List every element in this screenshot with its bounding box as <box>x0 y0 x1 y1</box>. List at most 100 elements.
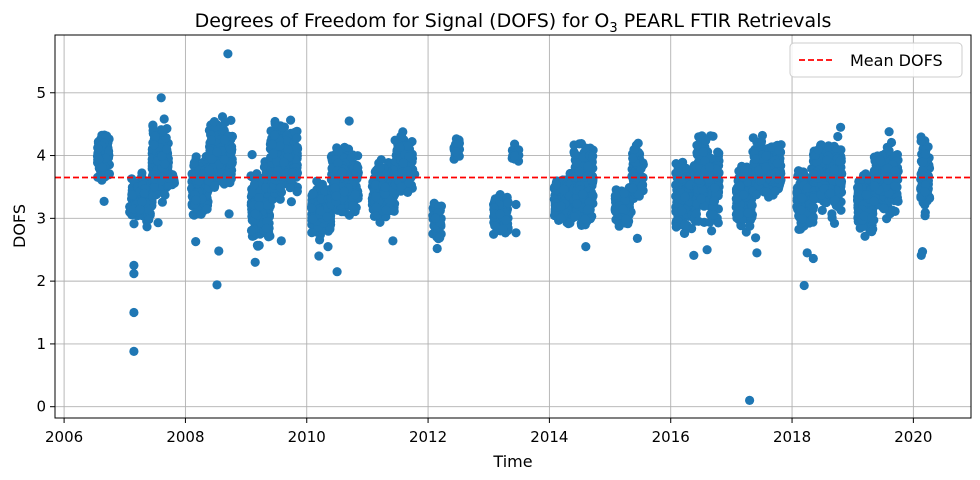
data-point <box>498 224 508 234</box>
data-point <box>453 139 463 149</box>
data-point <box>225 144 236 154</box>
y-tick-label: 1 <box>36 335 46 353</box>
data-point <box>620 195 630 205</box>
data-point <box>870 181 880 191</box>
data-point <box>637 181 647 191</box>
data-point <box>292 133 302 143</box>
data-point <box>153 218 163 228</box>
data-point <box>397 182 407 192</box>
data-point <box>574 166 585 176</box>
data-point <box>490 221 500 231</box>
data-point <box>756 174 767 185</box>
data-point <box>149 181 160 192</box>
data-point <box>272 156 282 166</box>
data-point <box>887 205 898 215</box>
data-point <box>611 190 621 200</box>
data-point <box>827 209 837 219</box>
data-point <box>137 197 147 207</box>
data-point <box>212 280 222 290</box>
data-point <box>680 192 690 202</box>
data-point <box>430 213 440 223</box>
data-point <box>223 49 233 59</box>
data-point <box>884 127 894 137</box>
data-point <box>371 202 381 212</box>
y-tick-label: 0 <box>36 398 46 416</box>
data-point <box>397 132 407 142</box>
data-point <box>162 144 172 154</box>
data-point <box>835 156 845 166</box>
data-point <box>159 114 169 124</box>
x-axis-title: Time <box>492 452 532 471</box>
data-point <box>836 122 846 132</box>
data-point <box>279 157 289 167</box>
data-point <box>139 188 149 198</box>
data-point <box>580 214 590 224</box>
legend-mean-label: Mean DOFS <box>850 51 943 70</box>
data-point <box>135 204 145 215</box>
data-point <box>680 219 690 230</box>
data-point <box>330 183 340 193</box>
data-point <box>339 186 349 197</box>
data-point <box>698 147 709 157</box>
data-point <box>621 214 631 224</box>
data-point <box>191 152 201 162</box>
data-point <box>822 155 832 165</box>
data-point <box>254 201 264 211</box>
x-tick-label: 2006 <box>45 428 83 446</box>
data-point <box>632 233 643 243</box>
data-point <box>587 175 597 185</box>
data-point <box>249 179 259 190</box>
data-point <box>404 178 414 188</box>
data-point <box>275 141 285 151</box>
data-point <box>762 187 772 197</box>
data-point <box>277 122 288 132</box>
data-point <box>559 184 569 195</box>
data-point <box>322 212 332 222</box>
data-point <box>797 193 807 203</box>
data-point <box>204 165 214 175</box>
data-point <box>196 209 206 219</box>
data-point <box>292 142 302 153</box>
data-point <box>576 139 587 149</box>
data-point <box>578 189 588 199</box>
data-point <box>227 158 237 168</box>
data-point <box>883 175 893 185</box>
data-point <box>692 140 702 150</box>
data-point <box>750 154 760 164</box>
data-point <box>308 214 318 224</box>
data-point <box>745 221 755 231</box>
data-point <box>918 157 928 167</box>
data-point <box>691 209 702 219</box>
data-point <box>209 117 219 127</box>
data-point <box>511 199 521 210</box>
data-point <box>713 147 723 157</box>
data-point <box>388 236 398 246</box>
data-point <box>817 205 827 215</box>
data-point <box>677 206 687 216</box>
data-point <box>808 202 819 212</box>
data-point <box>205 146 215 156</box>
data-point <box>307 228 317 238</box>
y-tick-label: 2 <box>36 272 46 290</box>
data-point <box>269 130 280 140</box>
data-point <box>224 209 234 219</box>
data-point <box>307 203 317 213</box>
data-point <box>713 218 723 228</box>
data-point <box>772 158 783 168</box>
data-point <box>148 192 158 202</box>
data-point <box>689 250 699 260</box>
data-point <box>254 193 264 203</box>
data-point <box>287 168 298 178</box>
data-point <box>219 155 229 165</box>
y-tick-label: 3 <box>36 209 46 227</box>
data-point <box>570 212 580 222</box>
data-point <box>93 172 103 182</box>
data-point <box>250 257 260 267</box>
data-point <box>220 117 230 128</box>
data-point <box>796 205 806 215</box>
x-tick-label: 2010 <box>288 428 326 446</box>
data-point <box>919 171 929 181</box>
data-point <box>825 188 836 198</box>
data-point <box>283 145 293 155</box>
data-point <box>435 233 445 243</box>
